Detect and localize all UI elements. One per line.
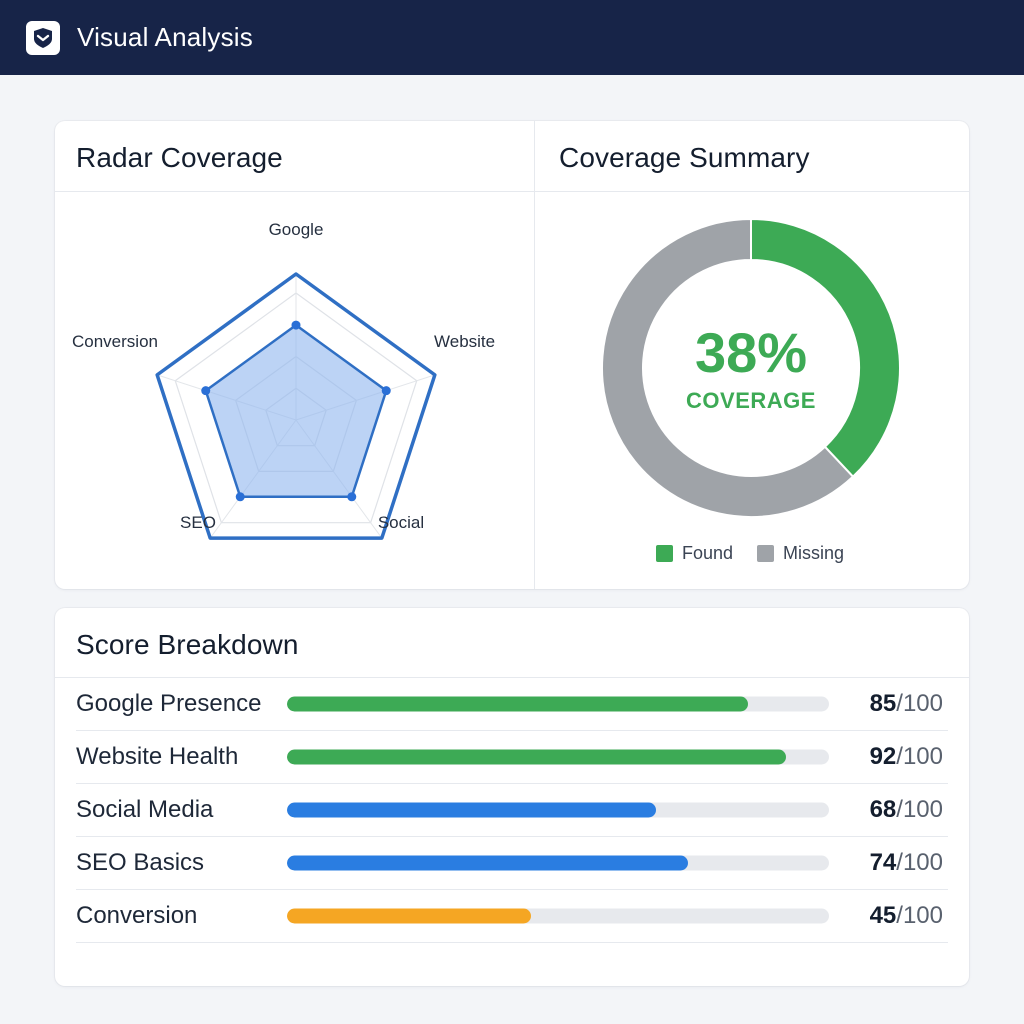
card-divider <box>534 121 535 589</box>
score-bar-fill <box>287 908 531 924</box>
radar-outer-boundary <box>155 272 437 540</box>
radar-title: Radar Coverage <box>76 142 283 173</box>
score-bar-fill <box>287 802 656 818</box>
score-row-social-media: Social Media 68/100 <box>76 784 948 837</box>
breakdown-title: Score Breakdown <box>76 629 299 660</box>
donut-segment-found <box>750 217 901 479</box>
radar-chart: Google Website Social SEO Conversion <box>72 220 495 540</box>
score-label: SEO Basics <box>76 849 205 876</box>
score-bar-fill <box>287 855 689 871</box>
score-row-website-health: Website Health 92/100 <box>76 731 948 784</box>
score-bar-track <box>287 855 829 871</box>
radar-point-seo <box>235 492 245 502</box>
score-bar-track <box>287 802 829 818</box>
score-value: 92/100 <box>869 743 943 770</box>
score-bar-track <box>287 749 829 765</box>
radar-axis-label-google: Google <box>269 220 324 239</box>
score-value: 68/100 <box>869 796 943 823</box>
coverage-donut-chart: 38% COVERAGE <box>601 217 901 518</box>
radar-score-area <box>204 323 388 499</box>
coverage-caption: COVERAGE <box>686 388 816 413</box>
score-bar-fill <box>287 749 786 765</box>
legend-swatch-found <box>656 545 673 562</box>
legend-item-found: Found <box>656 543 733 564</box>
score-value: 85/100 <box>869 690 943 717</box>
radar-points <box>201 320 391 502</box>
score-row-conversion: Conversion 45/100 <box>76 890 948 943</box>
score-rows: Google Presence 85/100 Website Health 92… <box>76 678 948 943</box>
score-label: Google Presence <box>76 690 262 717</box>
top-bar: Visual Analysis <box>0 0 1024 75</box>
score-bar-track <box>287 696 829 712</box>
legend-item-missing: Missing <box>757 543 844 564</box>
radar-axis-label-seo: SEO <box>180 513 216 532</box>
radar-point-conversion <box>201 386 211 396</box>
score-breakdown-card: Score Breakdown Google Presence 85/100 W… <box>55 608 969 986</box>
analysis-card: Radar Coverage Coverage Summary Google W… <box>55 121 969 589</box>
radar-axis-label-website: Website <box>434 332 495 351</box>
legend-label-found: Found <box>682 543 734 563</box>
score-label: Social Media <box>76 796 214 823</box>
coverage-legend: Found Missing <box>656 543 868 564</box>
donut-segment-missing <box>601 217 855 518</box>
radar-grid-ring <box>174 292 418 524</box>
score-bar-fill <box>287 696 748 712</box>
score-value: 74/100 <box>869 849 943 876</box>
coverage-percent: 38% <box>695 321 807 384</box>
score-value: 45/100 <box>869 902 943 929</box>
app-title: Visual Analysis <box>77 22 253 52</box>
score-row-seo-basics: SEO Basics 74/100 <box>76 837 948 890</box>
radar-axis-label-social: Social <box>378 513 424 532</box>
shield-check-icon <box>26 21 60 55</box>
radar-point-social <box>347 492 357 502</box>
legend-label-missing: Missing <box>783 543 845 563</box>
card-header-divider <box>55 191 969 192</box>
score-bar-track <box>287 908 829 924</box>
summary-title: Coverage Summary <box>559 142 810 173</box>
breakdown-header-divider <box>55 677 969 678</box>
radar-point-website <box>381 386 391 396</box>
legend-swatch-missing <box>757 545 775 562</box>
score-row-google-presence: Google Presence 85/100 <box>76 678 948 731</box>
radar-axis-label-conversion: Conversion <box>72 332 158 351</box>
radar-point-google <box>291 320 301 330</box>
score-label: Website Health <box>76 743 239 770</box>
score-label: Conversion <box>76 902 198 929</box>
